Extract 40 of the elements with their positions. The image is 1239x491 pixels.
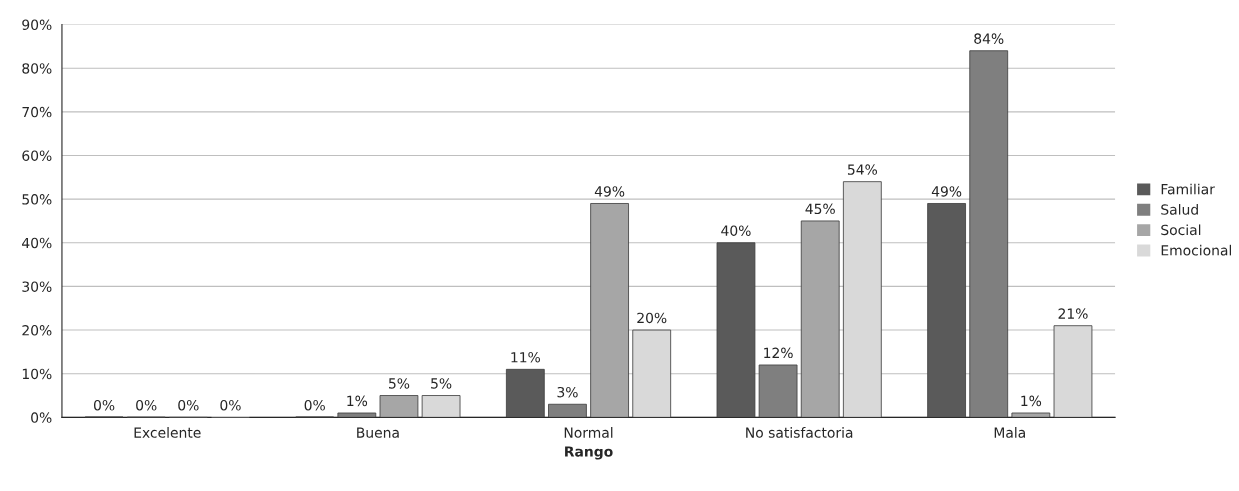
y-tick-label: 20% <box>22 325 52 336</box>
data-label: 12% <box>764 347 793 359</box>
x-axis-title: Rango <box>565 446 613 460</box>
data-label: 20% <box>637 312 667 324</box>
data-label: 49% <box>931 186 962 197</box>
data-label: 5% <box>389 378 410 389</box>
data-label: 0% <box>93 399 115 411</box>
data-label: 40% <box>721 225 751 236</box>
data-label: 21% <box>1058 308 1088 319</box>
x-tick-label: Excelente <box>134 427 201 438</box>
y-tick-label: 30% <box>22 281 52 292</box>
data-label: 84% <box>974 33 1004 44</box>
legend-label: Familiar <box>1161 183 1215 195</box>
legend-label: Emocional <box>1161 244 1232 256</box>
y-tick-label: 40% <box>22 237 52 249</box>
data-label: 0% <box>220 399 241 411</box>
y-tick-label: 90% <box>22 19 52 31</box>
data-label: 11% <box>511 351 540 363</box>
data-label: 49% <box>594 186 625 197</box>
data-label: 5% <box>431 378 452 389</box>
legend-label: Social <box>1161 224 1201 236</box>
x-tick-label: No satisfactoria <box>746 427 853 438</box>
data-label: 3% <box>557 386 578 398</box>
data-label: 0% <box>304 399 325 411</box>
data-label: 0% <box>178 399 199 411</box>
y-tick-label: 80% <box>22 63 52 74</box>
data-label: 0% <box>136 399 157 411</box>
x-tick-label: Buena <box>357 427 399 438</box>
y-tick-label: 70% <box>22 106 52 118</box>
x-tick-label: Normal <box>564 427 613 438</box>
y-tick-label: 10% <box>22 368 52 380</box>
data-label: 45% <box>805 203 835 215</box>
y-tick-label: 60% <box>22 150 52 161</box>
y-tick-label: 50% <box>22 194 52 205</box>
data-label: 54% <box>847 164 878 175</box>
data-label: 1% <box>347 395 368 407</box>
y-tick-label: 0% <box>31 412 52 423</box>
x-tick-label: Mala <box>994 427 1025 438</box>
data-label: 1% <box>1021 395 1042 407</box>
legend-label: Salud <box>1161 204 1198 215</box>
